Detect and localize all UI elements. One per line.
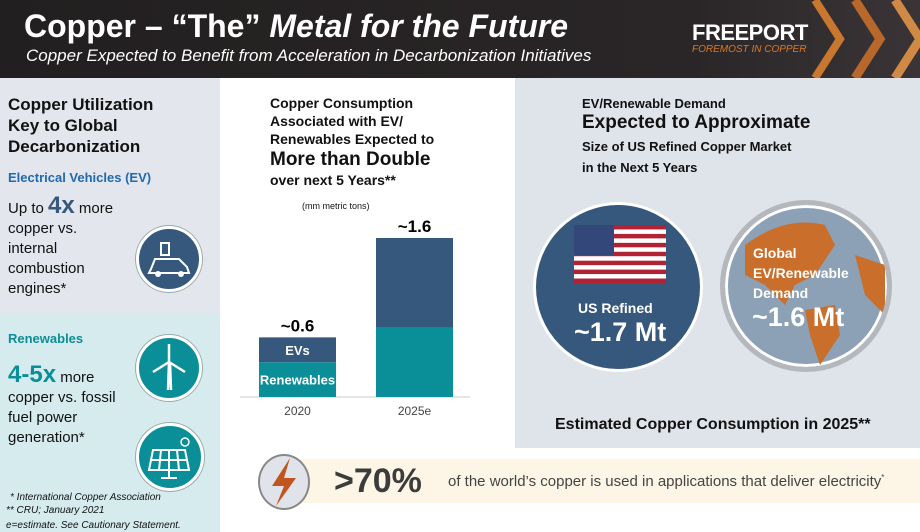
global-value: ~1.6 Mt <box>752 302 845 332</box>
series-label: Renewables <box>260 373 335 388</box>
right-lines: Size of US Refined Copper Market in the N… <box>582 139 792 175</box>
banner-text: of the world’s copper is used in applica… <box>448 473 885 490</box>
middle-heading: Copper Consumption Associated with EV/ R… <box>270 95 435 188</box>
bar-renewables-2020 <box>259 362 336 397</box>
logo: FREEPORT <box>692 20 808 45</box>
renewables-text: 4-5x more copper vs. fossil fuel power ge… <box>8 361 116 447</box>
header: Copper – “The” Metal for the Future Copp… <box>0 0 920 78</box>
ev-label: Electrical Vehicles (EV) <box>8 170 152 185</box>
global-demand-circle: Global EV/Renewable Demand ~1.6 Mt <box>720 200 892 372</box>
us-flag-icon <box>574 225 666 283</box>
bar-renewables-2025e <box>376 327 453 397</box>
lightning-icon <box>258 454 310 510</box>
x-tick-label: 2025e <box>398 404 432 418</box>
series-label: EVs <box>285 343 310 358</box>
footnotes: * International Copper Association ** CR… <box>6 492 181 531</box>
right-big: Expected to Approximate <box>582 112 811 133</box>
solar-panel-icon <box>136 423 204 491</box>
page-title: Copper – “The” Metal for the Future <box>24 8 569 44</box>
right-caption: Estimated Copper Consumption in 2025** <box>555 416 871 433</box>
x-tick-label: 2020 <box>284 404 311 418</box>
total-label: ~1.6 <box>398 217 432 236</box>
wind-turbine-icon <box>136 335 202 401</box>
us-label: US Refined <box>578 300 653 316</box>
chart-unit-label: (mm metric tons) <box>302 201 370 211</box>
logo-tagline: FOREMOST IN COPPER <box>692 44 807 55</box>
consumption-chart: Renewables EVs ~0.6 2020 ~1.6 2025e <box>240 217 470 418</box>
electric-car-icon <box>136 226 202 292</box>
globe-icon <box>745 222 885 365</box>
renewables-label: Renewables <box>8 331 84 346</box>
demand-panel: EV/Renewable Demand Expected to Approxim… <box>515 78 920 448</box>
total-label: ~0.6 <box>281 316 315 335</box>
us-refined-circle: US Refined ~1.7 Mt <box>533 202 703 372</box>
banner-percent: >70% <box>334 462 422 500</box>
us-value: ~1.7 Mt <box>574 317 667 347</box>
global-label: Global EV/Renewable Demand <box>753 245 849 301</box>
left-heading: Copper Utilization Key to Global Decarbo… <box>8 95 154 156</box>
renewables-panel: Renewables 4-5x more copper vs. fossil fu… <box>0 313 220 532</box>
bar-evs-2020 <box>259 337 336 363</box>
bar-evs-2025e <box>376 238 453 328</box>
chevron-decoration-icon <box>811 0 920 78</box>
ev-panel: Copper Utilization Key to Global Decarbo… <box>0 78 220 313</box>
right-line1: EV/Renewable Demand <box>582 96 726 111</box>
page-subtitle: Copper Expected to Benefit from Accelera… <box>26 46 592 65</box>
ev-text: Up to 4x more copper vs. internal combust… <box>8 192 114 298</box>
electricity-banner <box>300 459 920 503</box>
